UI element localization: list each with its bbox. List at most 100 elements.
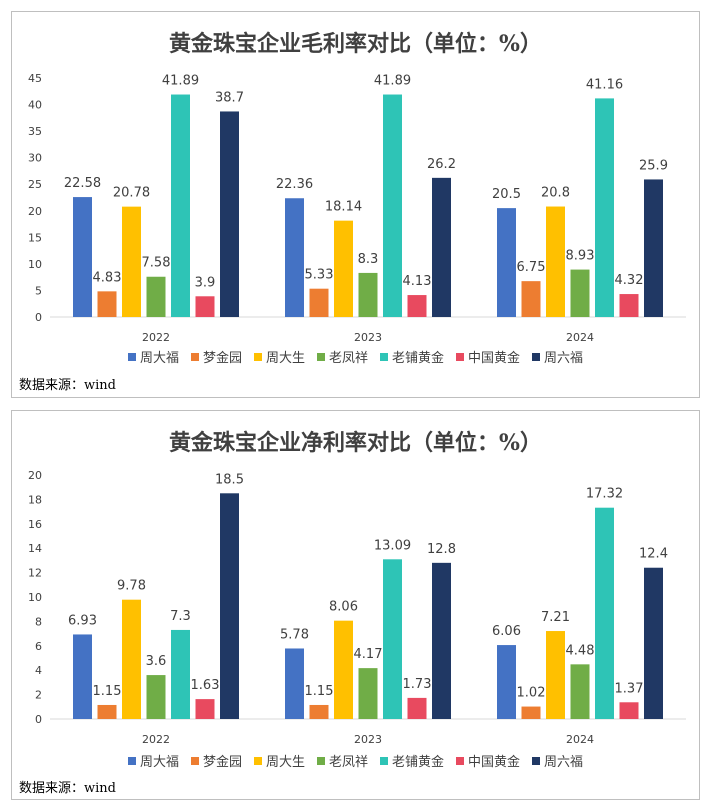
y-tick-label: 8 bbox=[35, 615, 42, 628]
x-tick-label: 2023 bbox=[354, 733, 382, 746]
legend-item: 周大福 bbox=[127, 751, 179, 770]
data-label: 38.7 bbox=[215, 90, 244, 105]
bar bbox=[195, 699, 215, 719]
data-label: 41.89 bbox=[162, 74, 199, 89]
y-tick-label: 2 bbox=[35, 689, 42, 702]
legend-item: 梦金园 bbox=[190, 347, 242, 366]
legend-label: 周大福 bbox=[139, 351, 179, 366]
chart-legend: 周大福 梦金园 周大生 老凤祥 老铺黄金 中国黄金 周六福 bbox=[12, 347, 699, 366]
x-tick-label: 2022 bbox=[142, 733, 170, 746]
y-tick-label: 10 bbox=[28, 591, 42, 604]
data-label: 4.17 bbox=[354, 647, 383, 662]
bar bbox=[570, 664, 590, 719]
data-label: 17.32 bbox=[586, 487, 623, 502]
data-label: 1.63 bbox=[191, 678, 220, 693]
bar bbox=[432, 177, 451, 317]
legend-swatch bbox=[253, 352, 262, 361]
legend-item: 老铺黄金 bbox=[380, 347, 444, 366]
data-label: 22.58 bbox=[64, 176, 101, 191]
bar bbox=[195, 296, 215, 317]
data-label: 5.78 bbox=[280, 627, 309, 642]
data-label: 7.3 bbox=[170, 609, 191, 624]
bar bbox=[122, 206, 141, 317]
bar bbox=[432, 562, 451, 719]
bar bbox=[358, 668, 378, 719]
y-tick-label: 0 bbox=[35, 713, 42, 726]
bar bbox=[309, 288, 329, 317]
data-label: 12.4 bbox=[639, 547, 668, 562]
chart-title: 黄金珠宝企业毛利率对比（单位：%） bbox=[169, 31, 542, 57]
legend-item: 老凤祥 bbox=[316, 347, 368, 366]
data-label: 8.93 bbox=[566, 249, 595, 264]
data-label: 7.21 bbox=[541, 610, 570, 625]
data-label: 25.9 bbox=[639, 158, 668, 173]
legend-swatch bbox=[127, 352, 136, 361]
data-label: 6.75 bbox=[517, 260, 546, 275]
bar bbox=[334, 220, 353, 317]
data-label: 20.78 bbox=[113, 186, 150, 201]
data-label: 8.06 bbox=[329, 600, 358, 615]
bar bbox=[644, 567, 663, 719]
y-tick-label: 35 bbox=[28, 125, 42, 138]
bar bbox=[358, 272, 378, 317]
bar bbox=[546, 631, 565, 719]
bar bbox=[383, 559, 402, 719]
bar bbox=[521, 281, 541, 317]
bar bbox=[220, 493, 239, 719]
legend-label: 周六福 bbox=[544, 755, 584, 770]
legend-swatch bbox=[190, 352, 199, 361]
legend-swatch bbox=[316, 352, 325, 361]
data-label: 1.02 bbox=[517, 686, 546, 701]
y-tick-label: 0 bbox=[35, 311, 42, 324]
bar bbox=[146, 675, 166, 719]
data-source-note: 数据来源：wind bbox=[19, 378, 116, 393]
data-label: 9.78 bbox=[117, 579, 146, 594]
data-label: 22.36 bbox=[276, 177, 313, 192]
data-label: 3.9 bbox=[195, 275, 216, 290]
legend-item: 中国黄金 bbox=[456, 751, 520, 770]
y-tick-label: 16 bbox=[28, 518, 42, 531]
data-label: 13.09 bbox=[374, 538, 411, 553]
legend-label: 中国黄金 bbox=[468, 755, 521, 770]
x-tick-label: 2024 bbox=[566, 331, 594, 342]
data-label: 4.13 bbox=[403, 274, 432, 289]
bar bbox=[334, 620, 353, 719]
bar bbox=[595, 507, 614, 719]
data-label: 41.16 bbox=[586, 77, 623, 92]
bar bbox=[570, 269, 590, 317]
data-label: 4.83 bbox=[93, 270, 122, 285]
y-tick-label: 15 bbox=[28, 231, 42, 244]
legend-label: 老凤祥 bbox=[328, 755, 368, 770]
x-tick-label: 2022 bbox=[142, 331, 170, 342]
bar bbox=[73, 197, 92, 317]
legend-item: 老铺黄金 bbox=[380, 751, 444, 770]
legend-item: 周大生 bbox=[253, 751, 305, 770]
bar bbox=[497, 645, 516, 719]
legend-swatch bbox=[190, 756, 199, 765]
bar bbox=[595, 98, 614, 317]
bar bbox=[619, 294, 639, 317]
legend-swatch bbox=[380, 352, 388, 361]
bar bbox=[619, 702, 639, 719]
legend-swatch bbox=[456, 756, 465, 765]
legend-swatch bbox=[532, 756, 541, 765]
y-tick-label: 30 bbox=[28, 152, 42, 165]
bar bbox=[285, 648, 304, 719]
chart-title: 黄金珠宝企业净利率对比（单位：%） bbox=[169, 430, 542, 456]
bar bbox=[521, 706, 541, 719]
data-label: 4.32 bbox=[615, 273, 644, 288]
y-tick-label: 25 bbox=[28, 178, 42, 191]
y-tick-label: 40 bbox=[28, 99, 42, 112]
bar bbox=[644, 179, 663, 317]
bar bbox=[285, 198, 304, 317]
bar bbox=[407, 295, 427, 317]
legend-label: 梦金园 bbox=[202, 351, 242, 366]
gross-margin-chart: 0 5 10 15 20 25 30 35 40 45 22.58 4.83 20.78 7.58 41.8… bbox=[28, 72, 686, 342]
bar bbox=[309, 704, 329, 719]
x-tick-label: 2023 bbox=[354, 331, 382, 342]
y-tick-label: 10 bbox=[28, 258, 42, 271]
data-label: 26.2 bbox=[427, 157, 456, 172]
data-label: 1.37 bbox=[615, 681, 644, 696]
y-tick-label: 18 bbox=[28, 493, 42, 506]
net-margin-chart: 0 2 4 6 8 10 12 14 16 18 20 6.93 1.15 9.78 3.6 7.3 1.63 1… bbox=[28, 469, 686, 746]
